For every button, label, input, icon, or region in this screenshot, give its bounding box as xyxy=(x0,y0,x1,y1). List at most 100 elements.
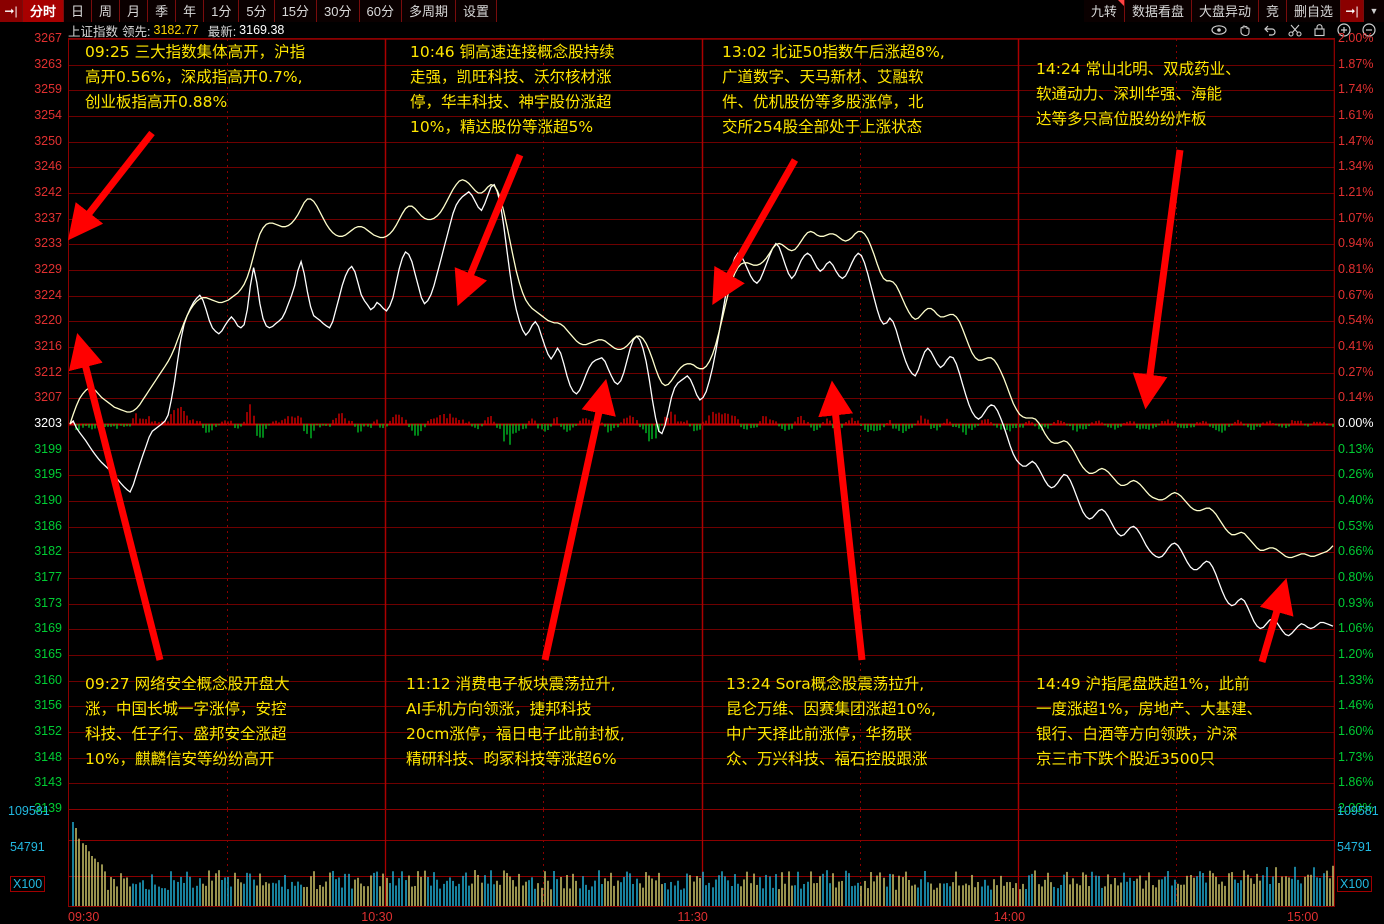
percent-tick-0: 2.00% xyxy=(1338,31,1374,45)
period-tab-8[interactable]: 15分 xyxy=(274,0,318,22)
price-tick-29: 3143 xyxy=(34,775,62,790)
annotation-1424: 14:24 常山北明、双成药业、 软通动力、深圳华强、海能 达等多只高位股纷纷炸… xyxy=(1036,60,1241,128)
price-tick-9: 3229 xyxy=(34,262,62,276)
percent-axis-right: 2.00% 1.87% 1.74% 1.61% 1.47% 1.34% 1.21% 1.07%… xyxy=(1335,32,1384,815)
period-tab-0[interactable]: 分时 xyxy=(23,0,65,22)
volume-label-mid-right: 54791 xyxy=(1337,840,1372,854)
price-tick-12: 3216 xyxy=(34,339,62,353)
series-0 xyxy=(69,183,1334,637)
latest-label: 最新: xyxy=(207,24,237,39)
right-button-data-panel[interactable]: 数据看盘 xyxy=(1124,0,1192,22)
right-button-jiuzhuan[interactable]: 九转 xyxy=(1083,0,1125,22)
chevron-down-icon[interactable]: ▼ xyxy=(1364,0,1384,22)
percent-tick-15: 0.00% xyxy=(1338,416,1374,430)
period-tab-11[interactable]: 多周期 xyxy=(401,0,456,22)
right-button-auction[interactable]: 竞 xyxy=(1258,0,1287,22)
undo-icon[interactable] xyxy=(1263,24,1277,36)
time-tick-1: 10:30 xyxy=(361,910,393,924)
price-tick-21: 3177 xyxy=(34,570,62,584)
percent-tick-22: 0.93% xyxy=(1338,595,1374,610)
price-tick-25: 3160 xyxy=(34,672,62,687)
zoom-in-icon[interactable] xyxy=(1337,23,1351,37)
annotation-1302: 13:02 北证50指数午后涨超8%, 广道数字、天马新材、艾融软 件、优机股份… xyxy=(722,43,945,136)
price-tick-1: 3263 xyxy=(34,56,62,71)
price-tick-20: 3182 xyxy=(34,544,62,559)
period-tab-2[interactable]: 周 xyxy=(92,0,121,22)
price-tick-24: 3165 xyxy=(34,647,62,661)
price-tick-26: 3156 xyxy=(34,698,62,713)
price-tick-28: 3148 xyxy=(34,749,62,764)
price-tick-5: 3246 xyxy=(34,159,62,174)
period-tab-6[interactable]: 1分 xyxy=(204,0,240,22)
volume-unit-right: X100 xyxy=(1337,876,1373,892)
percent-tick-20: 0.66% xyxy=(1338,544,1374,559)
right-button-market-moves[interactable]: 大盘异动 xyxy=(1191,0,1259,22)
annotation-1449: 14:49 沪指尾盘跌超1%，此前 一度涨超1%，房地产、大基建、 银行、白酒等… xyxy=(1036,675,1263,768)
zoom-out-icon[interactable] xyxy=(1362,23,1376,37)
scissors-icon[interactable] xyxy=(1288,23,1302,37)
price-tick-10: 3224 xyxy=(34,287,62,302)
price-tick-8: 3233 xyxy=(34,236,62,251)
percent-tick-2: 1.74% xyxy=(1338,82,1374,97)
right-button-delete-watchlist[interactable]: 删自选 xyxy=(1286,0,1341,22)
annotation-1046: 10:46 铜高速连接概念股持续 走强，凯旺科技、沃尔核材涨 停，华丰科技、神宇… xyxy=(410,43,615,136)
toolbar: ➞| 分时 日 周 月 季 年 1分 5分 15分 30分 60分 多周期 设置… xyxy=(0,0,1384,23)
percent-tick-1: 1.87% xyxy=(1338,56,1374,71)
eye-icon[interactable] xyxy=(1211,24,1227,36)
toolbar-left-group: ➞| 分时 日 周 月 季 年 1分 5分 15分 30分 60分 多周期 设置 xyxy=(0,0,497,22)
percent-tick-8: 0.94% xyxy=(1338,236,1374,251)
percent-tick-24: 1.20% xyxy=(1338,647,1374,661)
price-tick-19: 3186 xyxy=(34,518,62,533)
price-tick-22: 3173 xyxy=(34,595,62,610)
period-tab-1[interactable]: 日 xyxy=(64,0,93,22)
percent-tick-7: 1.07% xyxy=(1338,210,1374,225)
period-tab-4[interactable]: 季 xyxy=(148,0,177,22)
price-tick-7: 3237 xyxy=(34,210,62,225)
percent-tick-26: 1.46% xyxy=(1338,698,1374,713)
price-tick-2: 3259 xyxy=(34,82,62,97)
volume-label-top-right: 109581 xyxy=(1337,804,1379,818)
percent-tick-14: 0.14% xyxy=(1338,390,1374,405)
index-name: 上证指数 xyxy=(68,24,119,39)
volume-plot[interactable] xyxy=(68,810,1335,907)
period-tab-12[interactable]: 设置 xyxy=(455,0,497,22)
time-tick-2: 11:30 xyxy=(677,910,708,924)
percent-tick-30: 2.00% xyxy=(1338,801,1374,815)
price-tick-3: 3254 xyxy=(34,108,62,122)
annotation-0925: 09:25 三大指数集体高开，沪指 高开0.56%，深成指高开0.7%, 创业板… xyxy=(85,43,306,111)
percent-tick-9: 0.81% xyxy=(1338,262,1374,276)
step-right-icon[interactable]: ➞| xyxy=(0,0,23,22)
price-axis-left: 3267 3263 3259 3254 3250 3246 3242 3237 3233 3229… xyxy=(0,32,66,815)
percent-tick-18: 0.40% xyxy=(1338,493,1374,507)
annotation-0927: 09:27 网络安全概念股开盘大 涨，中国长城一字涨停，安控 科技、任子行、盛邦… xyxy=(85,675,290,768)
percent-tick-27: 1.60% xyxy=(1338,724,1374,738)
percent-tick-25: 1.33% xyxy=(1338,672,1374,687)
index-info-bar: 上证指数 领先: 3182.77 最新: 3169.38 xyxy=(0,22,1384,39)
percent-tick-5: 1.34% xyxy=(1338,159,1374,174)
price-tick-11: 3220 xyxy=(34,313,62,328)
period-tab-10[interactable]: 60分 xyxy=(359,0,402,22)
price-chart-svg xyxy=(69,39,1334,809)
percent-tick-16: 0.13% xyxy=(1338,441,1374,456)
price-tick-16: 3199 xyxy=(34,441,62,456)
lock-icon[interactable] xyxy=(1313,23,1326,37)
percent-tick-17: 0.26% xyxy=(1338,467,1374,482)
volume-chart-svg xyxy=(69,810,1334,906)
chart-frame: 3267 3263 3259 3254 3250 3246 3242 3237 3233 3229… xyxy=(0,32,1384,924)
leading-label: 领先: xyxy=(122,24,151,39)
step-right-icon-right[interactable]: ➞| xyxy=(1341,0,1364,22)
hand-icon[interactable] xyxy=(1238,23,1252,37)
period-tab-5[interactable]: 年 xyxy=(176,0,205,22)
period-tab-7[interactable]: 5分 xyxy=(239,0,275,22)
percent-tick-29: 1.86% xyxy=(1338,775,1374,790)
percent-tick-28: 1.73% xyxy=(1338,749,1374,764)
percent-tick-12: 0.41% xyxy=(1338,339,1374,353)
leading-value: 3182.77 xyxy=(153,23,199,37)
percent-tick-3: 1.61% xyxy=(1338,108,1374,122)
time-tick-3: 14:00 xyxy=(993,910,1026,924)
toolbar-right-group: 九转 数据看盘 大盘异动 竞 删自选 ➞| ▼ xyxy=(1083,0,1384,22)
intraday-price-plot[interactable] xyxy=(68,38,1335,810)
period-tab-9[interactable]: 30分 xyxy=(317,0,360,22)
period-tab-3[interactable]: 月 xyxy=(120,0,149,22)
latest-value: 3169.38 xyxy=(239,23,285,37)
